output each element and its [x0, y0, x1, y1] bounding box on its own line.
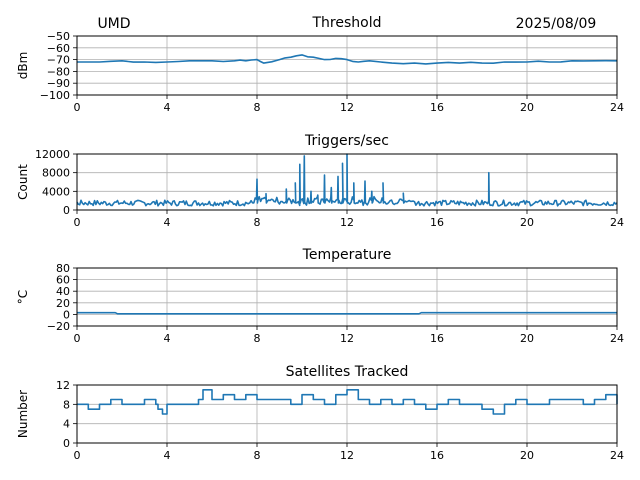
x-tick-label: 12	[340, 449, 354, 462]
x-tick-label: 4	[164, 332, 171, 345]
y-tick-label: −80	[47, 65, 70, 78]
x-tick-label: 24	[610, 449, 624, 462]
x-tick-label: 16	[430, 449, 444, 462]
y-tick-label: 20	[56, 297, 70, 310]
x-tick-label: 12	[340, 101, 354, 114]
panel-2: 0 4 8 12 16 20 24 0 4000 8000 12000 Triggers/sec Cou…	[16, 133, 624, 229]
x-tick-label: 0	[74, 332, 81, 345]
y-tick-label: 0	[63, 437, 70, 450]
date-label: 2025/08/09	[516, 16, 597, 32]
x-tick-label: 12	[340, 216, 354, 229]
station-label: UMD	[97, 16, 130, 32]
x-tick-label: 20	[520, 332, 534, 345]
x-tick-label: 20	[520, 101, 534, 114]
x-tick-label: 4	[164, 101, 171, 114]
data-line	[77, 389, 618, 415]
y-tick-label: −70	[47, 54, 70, 67]
y-axis-label: Count	[16, 164, 30, 200]
x-tick-label: 12	[340, 332, 354, 345]
x-tick-label: 8	[254, 332, 261, 345]
x-tick-label: 16	[430, 332, 444, 345]
x-tick-label: 8	[254, 449, 261, 462]
x-tick-label: 4	[164, 449, 171, 462]
y-tick-label: 40	[56, 285, 70, 298]
panel-4: 0 4 8 12 16 20 24 0 4 8 12 Satellites Tracked Number	[16, 364, 624, 462]
y-axis-label: °C	[16, 290, 30, 304]
panel-title: Threshold	[312, 15, 382, 31]
x-tick-label: 16	[430, 216, 444, 229]
data-line	[77, 311, 617, 315]
x-tick-label: 0	[74, 449, 81, 462]
x-tick-label: 0	[74, 216, 81, 229]
y-tick-label: 12	[56, 379, 70, 392]
x-tick-label: 4	[164, 216, 171, 229]
y-tick-label: 8	[63, 398, 70, 411]
panel-1: 0 4 8 12 16 20 24 −50−60−70−80−90−100 Threshold d…	[16, 15, 624, 114]
y-axis-label: dBm	[16, 52, 30, 80]
x-tick-label: 16	[430, 101, 444, 114]
x-tick-label: 24	[610, 101, 624, 114]
x-tick-label: 20	[520, 216, 534, 229]
y-tick-label: 0	[63, 204, 70, 217]
x-tick-label: 20	[520, 449, 534, 462]
panel-title: Temperature	[302, 247, 392, 263]
y-tick-label: 12000	[35, 148, 70, 161]
y-tick-label: 4000	[42, 185, 70, 198]
y-tick-label: −20	[47, 320, 70, 333]
y-tick-label: 60	[56, 274, 70, 287]
y-tick-label: −50	[47, 30, 70, 43]
data-line	[77, 54, 618, 65]
y-tick-label: −60	[47, 42, 70, 55]
y-axis-label: Number	[16, 390, 30, 438]
y-tick-label: 0	[63, 308, 70, 321]
x-tick-label: 8	[254, 101, 261, 114]
panel-title: Triggers/sec	[304, 133, 389, 149]
y-tick-label: 80	[56, 262, 70, 275]
panel-title: Satellites Tracked	[286, 364, 409, 380]
y-tick-label: 4	[63, 418, 70, 431]
y-tick-label: −90	[47, 77, 70, 90]
y-tick-label: −100	[40, 89, 70, 102]
x-tick-label: 24	[610, 216, 624, 229]
x-tick-label: 0	[74, 101, 81, 114]
y-tick-label: 8000	[42, 167, 70, 180]
x-tick-label: 24	[610, 332, 624, 345]
data-line	[76, 153, 618, 207]
x-tick-label: 8	[254, 216, 261, 229]
